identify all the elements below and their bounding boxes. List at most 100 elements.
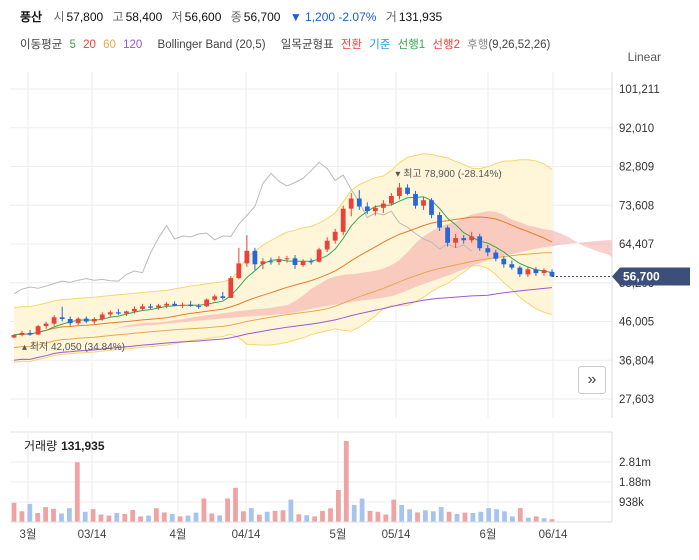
high-label: 고 — [112, 10, 124, 24]
candle-body — [140, 306, 145, 309]
x-tick-label: 5월 — [330, 528, 347, 541]
volume-bar — [138, 516, 143, 522]
ma5-legend: 5 — [69, 39, 76, 51]
volume-bar — [43, 507, 48, 522]
candle-body — [389, 196, 394, 204]
volume-bar — [351, 504, 357, 522]
candle-body — [83, 318, 89, 322]
scale-mode-toggle[interactable]: Linear — [627, 50, 661, 64]
volume-bar — [193, 512, 199, 522]
ma-label[interactable]: 이동평균 — [20, 39, 63, 51]
volume-bar — [177, 516, 183, 522]
candle-body — [172, 303, 177, 306]
candle-body — [445, 227, 450, 243]
ma120-legend: 120 — [123, 39, 143, 51]
volume-bar — [304, 515, 310, 522]
volume-bar — [470, 513, 476, 522]
x-tick-label: 03/14 — [78, 529, 107, 541]
candle-body — [292, 258, 298, 265]
volume-tick-label: 938k — [619, 497, 644, 509]
candle-body — [421, 200, 426, 206]
x-tick-label: 4월 — [170, 528, 187, 541]
volume-bar — [312, 516, 317, 522]
y-tick-label: 64,407 — [619, 239, 654, 251]
volume-bar — [248, 508, 254, 522]
volume-bar — [67, 508, 72, 522]
volume-bar — [98, 514, 104, 522]
candle-body — [461, 238, 467, 241]
ma120-line — [13, 287, 553, 361]
candle-body — [59, 317, 65, 319]
volume-bar — [438, 507, 444, 522]
y-tick-label: 101,211 — [619, 84, 660, 96]
volume-bar — [375, 511, 381, 522]
candle-body — [493, 252, 499, 259]
volume-bar — [510, 516, 515, 522]
candle-body — [501, 258, 507, 265]
volume-title-label: 거래량 — [24, 439, 58, 453]
x-tick-label: 06/14 — [539, 529, 568, 541]
volume-bar — [517, 508, 523, 522]
candle-body — [437, 215, 442, 228]
x-tick-label: 6월 — [480, 528, 497, 541]
volume-bar — [146, 515, 151, 522]
current-price-tag — [612, 267, 690, 286]
bollinger-legend[interactable]: Bollinger Band (20,5) — [157, 39, 266, 51]
volume-bar — [454, 513, 460, 522]
volume-bar — [533, 516, 539, 522]
ichimoku-conversion: 전환 — [340, 39, 363, 51]
volume-bar — [82, 511, 88, 522]
volume-bar — [525, 517, 531, 522]
high-value: 58,400 — [125, 10, 163, 24]
candle-body — [27, 332, 33, 335]
change-value: ▼ 1,200 -2.07% — [289, 10, 377, 24]
y-tick-label: 92,010 — [619, 123, 654, 135]
ichimoku-params: (9,26,52,26) — [488, 39, 551, 51]
volume-bar — [51, 508, 56, 522]
candle-body — [204, 299, 210, 307]
expand-chevron-icon[interactable]: » — [578, 366, 606, 394]
candle-body — [477, 236, 483, 249]
candle-body — [469, 236, 475, 241]
volume-bar — [272, 510, 278, 522]
volume-last-value: 131,935 — [61, 439, 105, 453]
volume-bar — [446, 511, 452, 522]
ichimoku-label[interactable]: 일목균형표 — [280, 39, 334, 51]
volume-bar — [114, 513, 120, 522]
candle-body — [276, 259, 282, 263]
candle-body — [405, 187, 410, 194]
ma60-legend: 60 — [103, 39, 116, 51]
candle-body — [340, 208, 346, 232]
volume-bar — [336, 490, 341, 522]
volume-bar — [130, 510, 136, 522]
volume-bar — [486, 508, 492, 522]
candle-body — [35, 326, 41, 335]
candle-body — [300, 261, 306, 266]
volume-bar — [415, 512, 420, 522]
volume-bar — [19, 511, 25, 522]
candle-body — [99, 314, 105, 319]
candle-body — [148, 306, 153, 308]
volume-bar — [27, 503, 33, 522]
candle-body — [356, 198, 362, 207]
candle-body — [413, 193, 418, 206]
volume-bar — [35, 513, 41, 522]
candle-body — [156, 305, 161, 308]
volume-bar — [541, 518, 547, 522]
volume-bar — [185, 515, 191, 522]
candle-body — [348, 198, 354, 209]
volume-bar — [407, 509, 412, 522]
open-label: 시 — [53, 10, 65, 24]
candle-body — [308, 261, 314, 263]
volume-bar — [359, 498, 365, 522]
y-tick-label: 27,603 — [619, 394, 654, 406]
ichimoku-lead1: 선행1 — [397, 39, 426, 51]
candle-body — [332, 231, 338, 241]
volume-bar — [264, 511, 270, 522]
candle-body — [364, 206, 370, 212]
volume-bar — [502, 511, 507, 522]
candle-body — [51, 317, 57, 324]
candle-body — [75, 318, 81, 324]
candle-body — [116, 312, 121, 314]
